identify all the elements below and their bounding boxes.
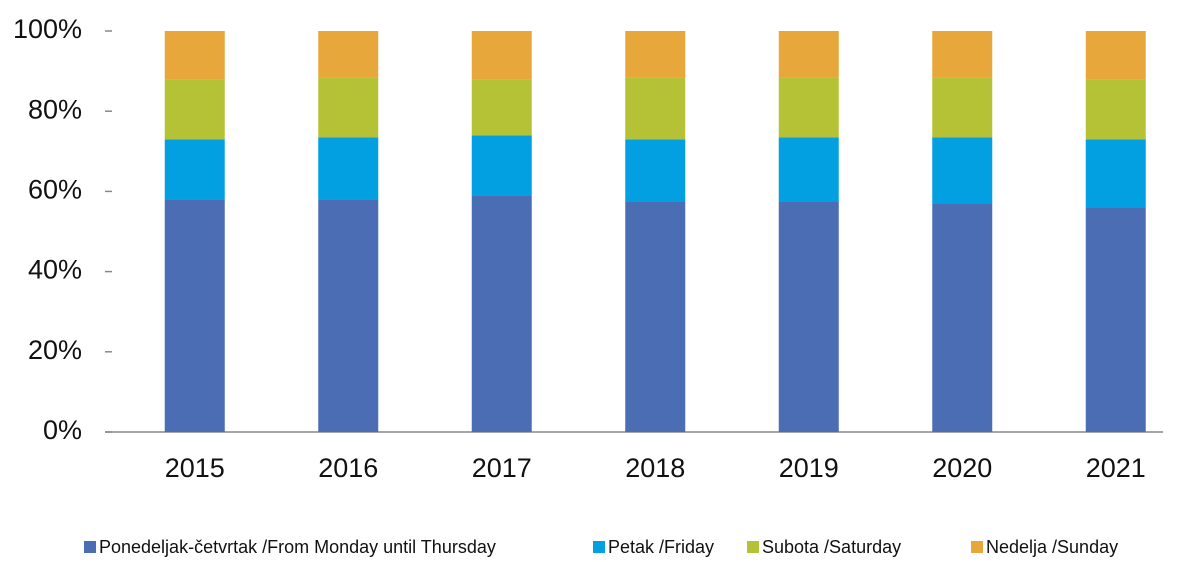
bar-segment [778,31,839,78]
bar-segment [932,137,993,204]
bar-segment [778,137,839,202]
legend-label: Subota /Saturday [762,537,901,557]
bar-segment [318,137,379,200]
y-tick-label: 0% [43,415,82,445]
bar-segment [1085,207,1146,432]
bar-segment [932,203,993,432]
x-tick-label: 2017 [472,453,532,483]
y-tick-label: 60% [28,175,82,205]
bar-segment [625,31,686,78]
bar-segment [1085,79,1146,140]
legend-swatch [747,541,759,553]
bar-segment [1085,139,1146,208]
bar-segment [932,77,993,138]
bar-segment [778,201,839,432]
y-tick-label: 20% [28,335,82,365]
y-tick-label: 40% [28,255,82,285]
bar-segment [778,77,839,138]
bar-segment [164,79,225,140]
x-tick-label: 2019 [779,453,839,483]
bar-segment [471,31,532,80]
bar-segment [471,135,532,196]
bar-segment [318,199,379,432]
x-tick-label: 2016 [318,453,378,483]
bar-segment [932,31,993,78]
bar-segment [471,195,532,432]
legend-label: Ponedeljak-četvrtak /From Monday until T… [99,537,496,557]
bar-segment [164,31,225,80]
x-tick-label: 2021 [1086,453,1146,483]
legend-swatch [593,541,605,553]
bar-segment [318,31,379,78]
legend-swatch [971,541,983,553]
y-tick-label: 80% [28,94,82,124]
legend-swatch [84,541,96,553]
bar-segment [164,139,225,200]
bar-segment [318,77,379,138]
bar-segment [1085,31,1146,80]
bar-segment [625,77,686,140]
bar-segment [625,139,686,202]
x-tick-label: 2018 [625,453,685,483]
x-tick-label: 2020 [932,453,992,483]
legend-label: Nedelja /Sunday [986,537,1118,557]
bar-segment [625,201,686,432]
y-tick-label: 100% [13,14,82,44]
bar-segment [471,79,532,136]
legend-label: Petak /Friday [608,537,714,557]
x-tick-label: 2015 [165,453,225,483]
bar-segment [164,199,225,432]
